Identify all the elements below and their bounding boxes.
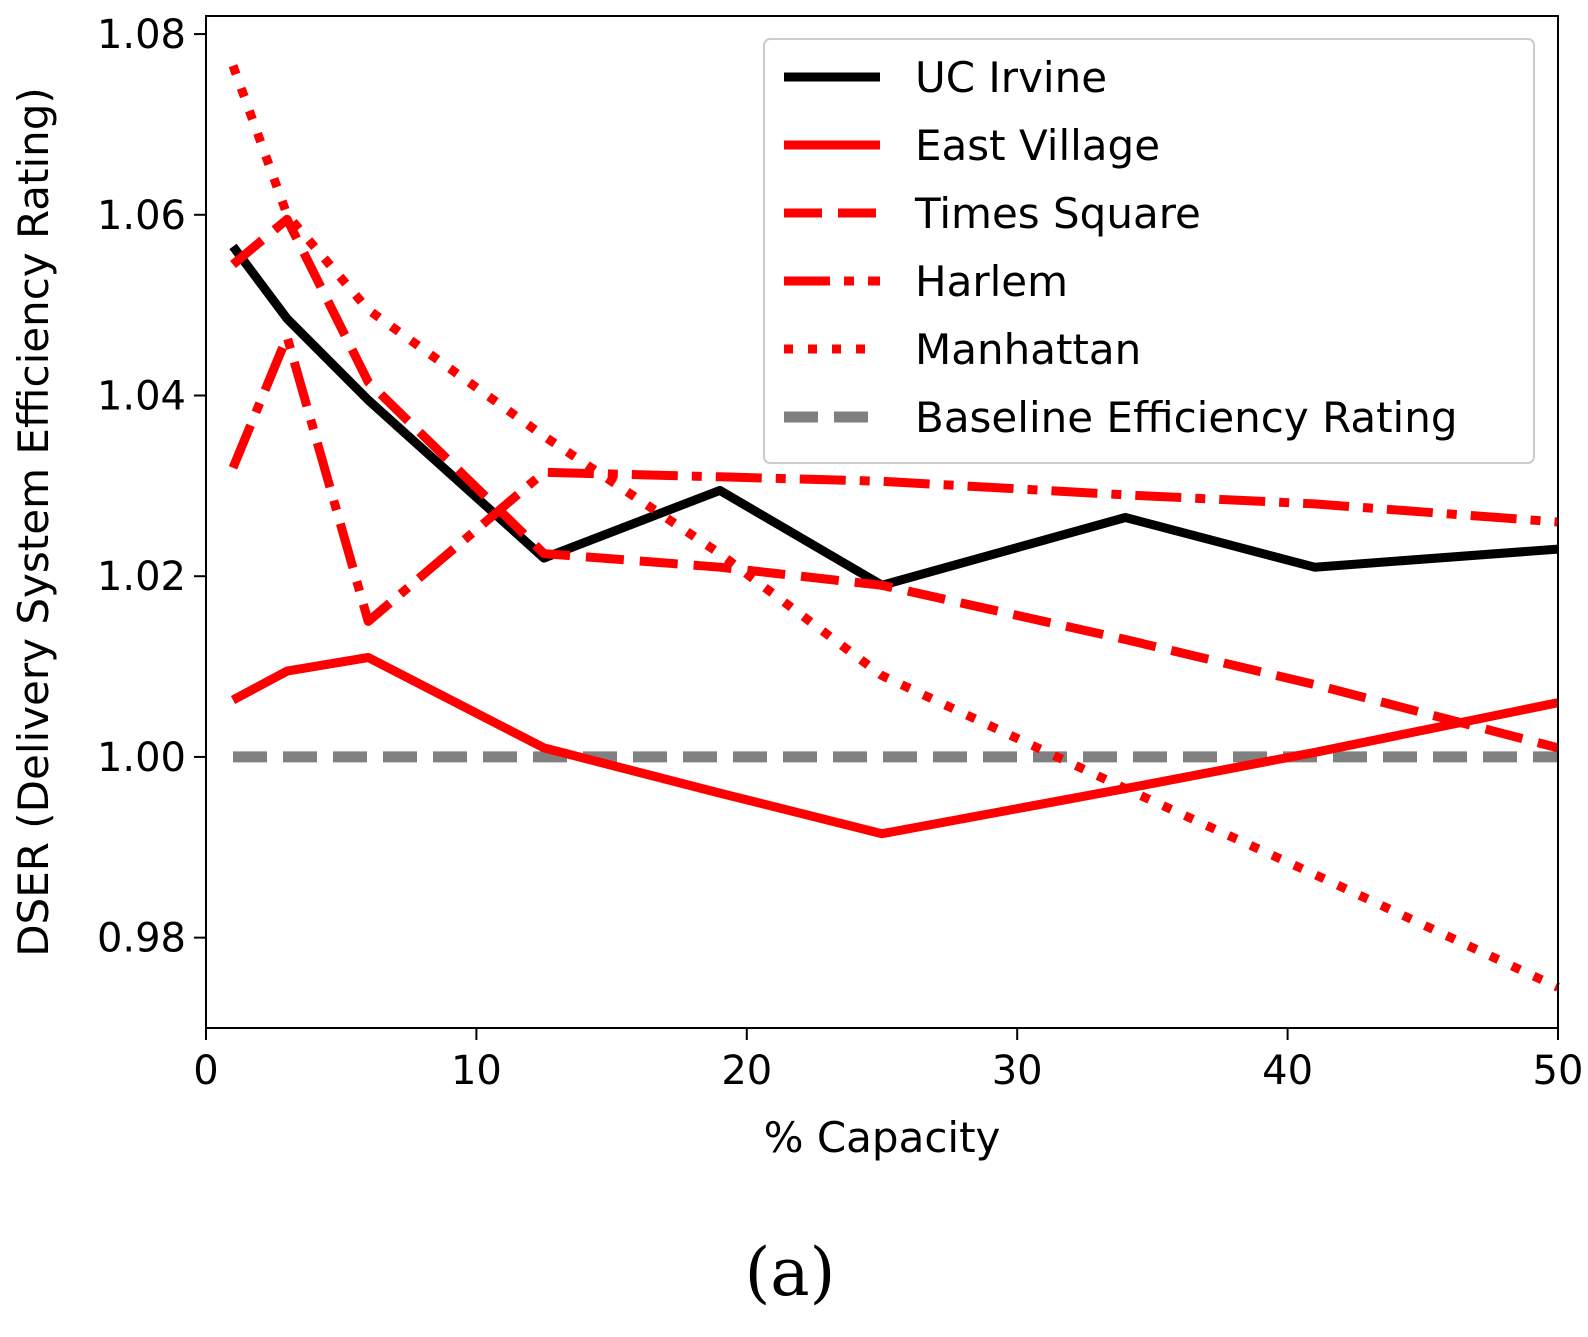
y-tick-label: 1.06: [97, 193, 186, 239]
series-layer: [228, 64, 1560, 992]
legend-box: [763, 38, 1535, 464]
y-tick-label: 1.00: [97, 735, 186, 781]
y-axis-label: DSER (Delivery System Efficiency Rating): [9, 87, 58, 957]
y-tick-label: 0.98: [97, 916, 186, 962]
legend-label: East Village: [915, 121, 1160, 170]
legend-label: Harlem: [915, 257, 1068, 306]
series-line-uc-irvine: [229, 243, 1559, 590]
series-line-times-square: [230, 214, 1560, 753]
x-tick-label: 0: [193, 1048, 218, 1094]
x-axis-ticks: 0 10 20 30 40 50: [193, 1028, 1583, 1094]
legend-label: Baseline Efficiency Rating: [915, 393, 1458, 442]
legend-label: UC Irvine: [915, 53, 1107, 102]
y-axis-ticks: 0.98 1.00 1.02 1.04 1.06 1.08: [97, 12, 206, 962]
plot-frame: [205, 15, 1559, 1029]
x-tick-label: 20: [721, 1048, 772, 1094]
x-axis-label: % Capacity: [764, 1113, 1001, 1162]
y-tick-label: 1.08: [97, 12, 186, 58]
legend-label: Manhattan: [915, 325, 1141, 374]
y-tick-label: 1.02: [97, 554, 186, 600]
x-tick-label: 50: [1533, 1048, 1584, 1094]
series-line-harlem: [228, 332, 1559, 626]
x-tick-label: 40: [1262, 1048, 1313, 1094]
legend: UC Irvine East Village Times Square Harlem M…: [763, 38, 1535, 464]
y-tick-label: 1.04: [97, 374, 186, 420]
figure-caption: (a): [745, 1234, 836, 1311]
legend-label: Times Square: [914, 189, 1201, 238]
x-tick-label: 10: [451, 1048, 502, 1094]
x-tick-label: 30: [992, 1048, 1043, 1094]
series-line-east-village: [230, 653, 1559, 839]
series-line-manhattan: [228, 64, 1560, 992]
